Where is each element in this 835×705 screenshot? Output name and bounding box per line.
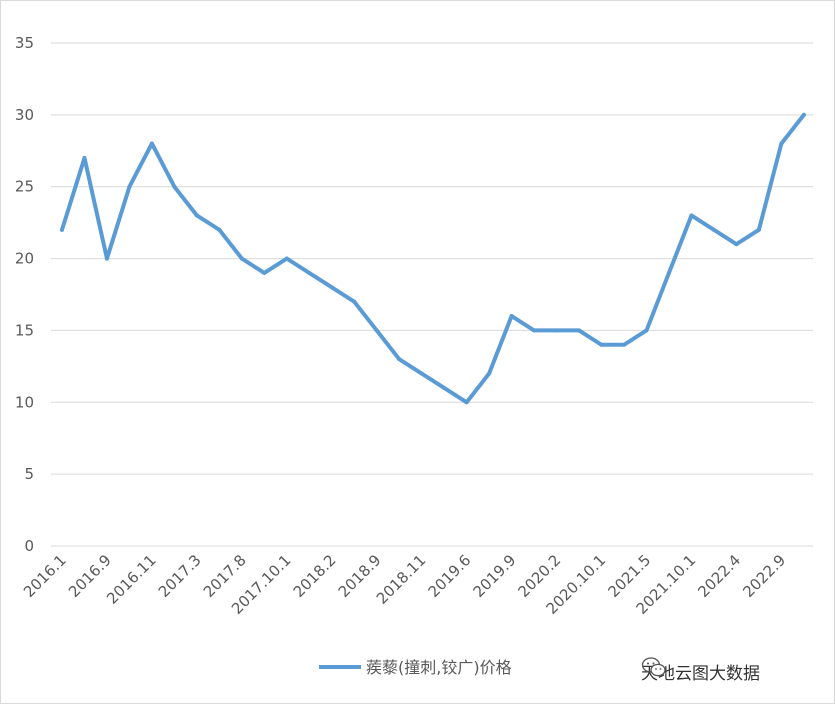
data-point — [644, 328, 649, 333]
wechat-icon — [641, 657, 666, 677]
y-tick-label: 15 — [15, 321, 34, 339]
data-point — [194, 213, 199, 218]
data-point — [577, 328, 582, 333]
legend-label: 蒺藜(撞刺,铰广)价格 — [366, 658, 512, 677]
x-tick-label: 2018.11 — [373, 551, 430, 608]
series-layer — [60, 112, 806, 405]
x-tick-label: 2019.6 — [425, 551, 475, 601]
series-line — [60, 112, 806, 405]
y-tick-label: 5 — [24, 465, 34, 483]
x-tick-label: 2016.1 — [20, 551, 70, 601]
data-point — [779, 141, 784, 146]
data-point — [419, 371, 424, 376]
y-tick-label: 10 — [15, 393, 34, 411]
y-tick-label: 35 — [15, 34, 34, 52]
data-point — [442, 385, 447, 390]
x-tick-label: 2019.9 — [470, 551, 520, 601]
data-point — [82, 155, 87, 160]
data-point — [217, 227, 222, 232]
x-axis-tick-labels: 2016.12016.92016.112017.32017.82017.10.1… — [20, 551, 789, 618]
data-point — [689, 213, 694, 218]
data-point — [622, 342, 626, 347]
x-tick-label: 2018.2 — [290, 551, 340, 601]
data-point — [374, 328, 379, 333]
legend: 蒺藜(撞刺,铰广)价格 — [319, 658, 512, 677]
watermark-text: 天地云图大数据 — [641, 663, 760, 684]
y-axis-tick-labels: 0 5 10 15 20 25 30 35 — [15, 34, 34, 555]
data-point — [60, 227, 64, 232]
gridlines — [51, 42, 813, 547]
data-point — [239, 256, 244, 261]
data-point — [149, 141, 154, 146]
data-point — [554, 328, 559, 333]
x-tick-label: 2022.9 — [739, 551, 789, 601]
x-tick-label: 2016.11 — [103, 551, 160, 608]
data-point — [329, 285, 334, 290]
data-point — [127, 184, 132, 189]
data-point — [599, 342, 604, 347]
data-point — [352, 299, 357, 304]
data-point — [532, 328, 537, 333]
data-point — [734, 242, 739, 247]
data-point — [801, 112, 806, 117]
data-point — [172, 184, 177, 189]
data-point — [509, 314, 514, 319]
y-tick-label: 20 — [15, 250, 34, 268]
y-tick-label: 30 — [15, 106, 34, 124]
x-tick-label: 2022.4 — [694, 551, 744, 601]
data-point — [104, 256, 109, 261]
x-tick-label: 2017.3 — [155, 551, 205, 601]
data-point — [284, 256, 289, 261]
data-point — [711, 227, 716, 232]
y-tick-label: 25 — [15, 178, 34, 196]
data-point — [262, 270, 267, 275]
data-point — [487, 371, 492, 376]
data-point — [397, 357, 402, 362]
watermark: 天地云图大数据 — [641, 656, 760, 686]
data-point — [666, 270, 671, 275]
y-tick-label: 0 — [24, 537, 34, 555]
data-point — [756, 227, 761, 232]
data-point — [307, 270, 312, 275]
data-point — [464, 400, 469, 405]
